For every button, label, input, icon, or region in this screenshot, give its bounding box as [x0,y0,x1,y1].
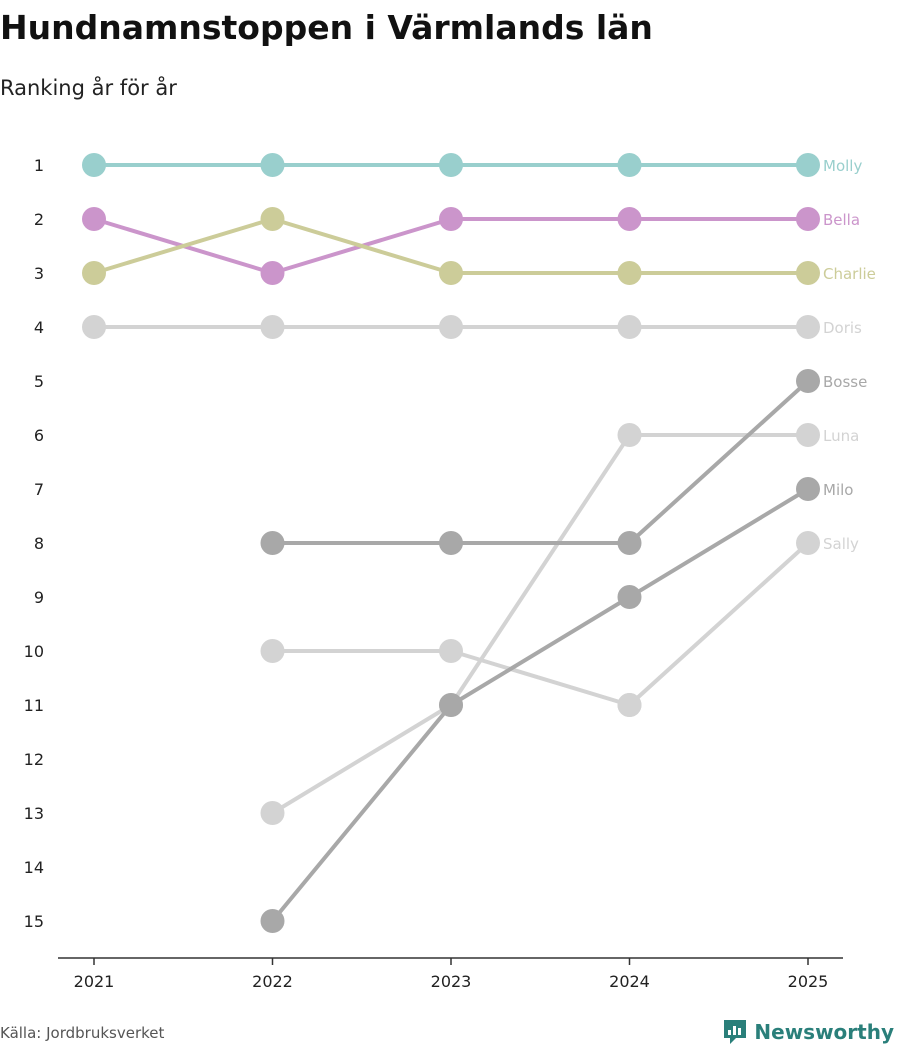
chart-subtitle: Ranking år för år [0,76,177,100]
y-tick-label: 13 [24,804,44,823]
y-tick-label: 2 [34,210,44,229]
series-line-segment [270,703,453,923]
series-line-segment [627,541,810,707]
series-line-segment [627,379,810,545]
series-luna [260,423,820,825]
series-line-segment [627,487,810,599]
data-point [439,315,463,339]
x-tick-label: 2022 [252,972,293,991]
data-point [260,261,285,285]
data-point [796,261,820,285]
x-tick-label: 2024 [609,972,650,991]
series-line-segment [270,703,453,815]
series-end-label: Bosse [823,373,867,391]
series-line-segment [449,595,632,707]
data-point [82,315,106,339]
series-line-segment [92,217,275,275]
series-sally [617,531,820,717]
series-charlie [82,207,820,285]
data-point [260,531,285,555]
brand-logo[interactable]: Newsworthy [722,1018,894,1046]
data-point [260,207,285,231]
data-point [617,531,642,555]
y-tick-label: 6 [34,426,44,445]
series-end-label: Molly [823,157,862,175]
chart-title: Hundnamnstoppen i Värmlands län [0,8,653,47]
data-point [617,315,642,339]
data-point [796,531,820,555]
source-note: Källa: Jordbruksverket [0,1024,165,1042]
data-point [796,315,820,339]
y-tick-label: 4 [34,318,44,337]
newsworthy-logo-icon [724,1020,747,1044]
series-line-segment [449,649,632,707]
data-point [796,153,820,177]
series-end-label: Milo [823,481,853,499]
series-end-label: Doris [823,319,862,337]
data-point [796,423,820,447]
data-point [439,153,463,177]
x-tick-label: 2025 [788,972,829,991]
series-end-label: Charlie [823,265,876,283]
data-point [82,261,106,285]
series-end-label: Luna [823,427,859,445]
y-tick-label: 12 [24,750,44,769]
data-point [617,261,642,285]
x-tick-label: 2021 [74,972,115,991]
y-tick-label: 3 [34,264,44,283]
series-molly [82,153,820,177]
data-point [260,909,285,933]
data-point [617,153,642,177]
data-point [260,801,285,825]
brand-name: Newsworthy [754,1020,894,1044]
y-tick-label: 8 [34,534,44,553]
series-bosse [260,369,820,555]
data-point [82,153,106,177]
y-tick-label: 7 [34,480,44,499]
series-line-segment [449,433,632,707]
x-tick-label: 2023 [431,972,472,991]
y-tick-label: 15 [24,912,44,931]
series-milo [260,477,820,933]
y-tick-label: 11 [24,696,44,715]
data-point [796,369,820,393]
series-doris [82,315,820,339]
data-point [617,207,642,231]
data-point [439,693,463,717]
data-point [796,477,820,501]
data-point [439,639,463,663]
data-point [439,207,463,231]
y-tick-label: 1 [34,156,44,175]
data-point [82,207,106,231]
data-point [439,531,463,555]
data-point [260,153,285,177]
y-tick-label: 9 [34,588,44,607]
y-tick-label: 14 [24,858,44,877]
data-point [260,639,285,663]
data-point [617,585,642,609]
data-point [439,261,463,285]
y-tick-label: 10 [24,642,44,661]
series-line-segment [270,217,453,275]
series-end-label: Sally [823,535,859,553]
y-tick-label: 5 [34,372,44,391]
data-point [617,423,642,447]
series-end-label: Bella [823,211,860,229]
data-point [796,207,820,231]
data-point [617,693,642,717]
data-point [260,315,285,339]
